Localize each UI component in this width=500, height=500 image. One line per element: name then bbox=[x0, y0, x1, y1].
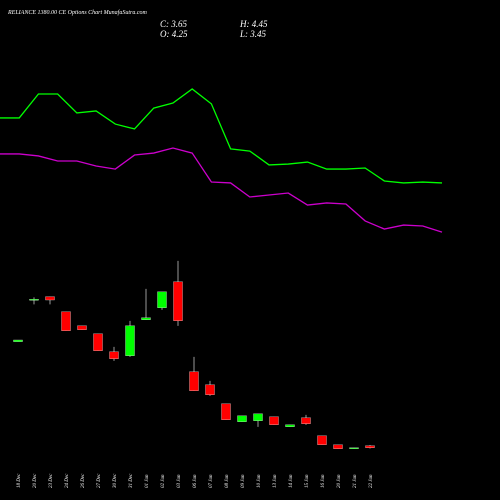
high-label: H: 4.45 bbox=[239, 19, 268, 29]
line-series bbox=[0, 147, 443, 233]
candle-body bbox=[141, 317, 151, 320]
x-tick-label: 02 Jan bbox=[161, 474, 166, 488]
candle-body bbox=[253, 413, 263, 421]
candle-body bbox=[301, 417, 311, 424]
x-tick-label: 08 Jan bbox=[225, 474, 230, 488]
candle-body bbox=[173, 281, 183, 321]
candle-body bbox=[285, 424, 295, 427]
x-tick-label: 15 Jan bbox=[305, 474, 310, 488]
candle-body bbox=[349, 447, 359, 449]
candle-body bbox=[237, 415, 247, 422]
x-tick-label: 07 Jan bbox=[209, 474, 214, 488]
candle-body bbox=[45, 296, 55, 301]
line-series bbox=[0, 88, 443, 184]
close-label: C: 3.65 bbox=[160, 19, 188, 29]
x-tick-label: 01 Jan bbox=[145, 474, 150, 488]
open-label: O: 4.25 bbox=[160, 29, 188, 39]
x-tick-label: 31 Dec bbox=[129, 473, 134, 488]
x-tick-label: 13 Jan bbox=[273, 474, 278, 488]
candle-body bbox=[125, 325, 135, 356]
candle-body bbox=[333, 444, 343, 449]
x-tick-label: 26 Dec bbox=[81, 473, 86, 488]
x-tick-label: 21 Jan bbox=[353, 474, 358, 488]
candle-body bbox=[221, 403, 231, 420]
x-tick-label: 27 Dec bbox=[97, 473, 102, 488]
candle-body bbox=[93, 333, 103, 351]
x-tick-label: 03 Jan bbox=[177, 474, 182, 488]
x-tick-label: 10 Jan bbox=[257, 474, 262, 488]
candle-body bbox=[61, 311, 71, 331]
candle-body bbox=[317, 435, 327, 445]
x-tick-label: 09 Jan bbox=[241, 474, 246, 488]
x-tick-label: 14 Jan bbox=[289, 474, 294, 488]
candle-body bbox=[77, 325, 87, 330]
x-tick-label: 23 Dec bbox=[49, 473, 54, 488]
x-tick-label: 18 Dec bbox=[17, 473, 22, 488]
x-tick-label: 20 Jan bbox=[337, 474, 342, 488]
candle-body bbox=[157, 291, 167, 308]
candle-body bbox=[205, 384, 215, 395]
candle-body bbox=[189, 371, 199, 391]
candle-body bbox=[109, 351, 119, 359]
candle-body bbox=[269, 416, 279, 425]
chart-title: RELIANCE 1380.00 CE Options Chart Munafa… bbox=[7, 9, 148, 16]
x-tick-label: 20 Dec bbox=[33, 473, 38, 488]
x-tick-label: 24 Dec bbox=[65, 473, 70, 488]
candle-body bbox=[365, 445, 375, 448]
x-tick-label: 30 Dec bbox=[113, 473, 118, 488]
x-tick-label: 16 Jan bbox=[321, 474, 326, 488]
candle-body bbox=[29, 299, 39, 301]
x-tick-label: 22 Jan bbox=[369, 474, 374, 488]
candle-body bbox=[13, 339, 23, 342]
x-tick-label: 06 Jan bbox=[193, 474, 198, 488]
low-label: L: 3.45 bbox=[239, 29, 267, 39]
